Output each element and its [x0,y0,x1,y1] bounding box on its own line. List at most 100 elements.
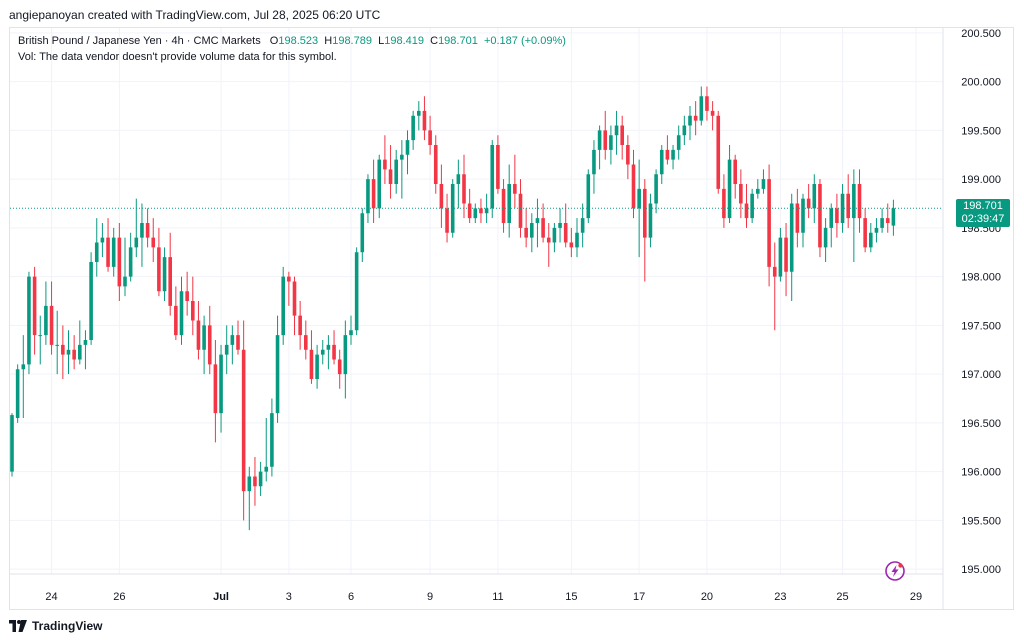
candle-body [716,115,721,189]
candle-body [422,110,427,131]
candle-body [191,301,195,321]
candle-body [518,193,523,228]
candle-body [264,466,269,472]
candle-body [140,223,144,238]
y-tick-label: 196.000 [961,467,1001,479]
candle-body [761,179,766,189]
candle-body [179,291,184,336]
close-label: C [430,35,439,47]
candle-body [106,237,110,267]
y-tick-label: 199.000 [961,174,1001,186]
candle-body [72,349,76,360]
candle-body [202,325,206,350]
candle-body [196,320,201,350]
candle-body [213,364,218,414]
tradingview-logo-icon [9,620,27,632]
candle-body [32,276,37,336]
high-value: 198.789 [332,35,372,47]
candle-body [586,174,591,219]
candle-body [648,203,653,238]
candle-body [484,208,489,214]
x-tick-label: 11 [492,591,503,603]
x-tick-label: Jul [213,591,229,603]
candle-body [145,223,150,238]
candle-body [168,257,172,306]
candle-body [236,335,240,350]
candle-body [207,325,212,365]
y-tick-label: 197.500 [961,320,1001,332]
candle-body [405,140,410,155]
candle-body [671,149,675,160]
x-tick-label: 20 [701,591,713,603]
high-label: H [324,35,333,47]
candlestick-chart[interactable]: 195.000 195.500 196.000 196.500 197.000 197.5… [10,28,1014,610]
chart-legend: British Pound / Japanese Yen · 4h · CMC … [18,33,566,65]
candle-body [111,237,116,267]
candle-body [332,344,336,360]
y-tick-label: 196.500 [961,418,1001,430]
candle-body [823,227,828,248]
flash-icon[interactable] [884,560,906,582]
candle-body [428,130,432,145]
candle-body [123,276,127,287]
candle-body [320,349,325,355]
candle-body [541,218,545,238]
candle-body [247,476,252,492]
candle-body [852,184,856,219]
change-value: +0.187 (+0.09%) [483,35,566,47]
candle-body [366,179,370,214]
candle-body [219,354,223,414]
candle-body [337,359,342,375]
candle-body [806,198,811,209]
candle-body [626,145,630,165]
x-tick-label: 9 [427,591,433,603]
candle-body [631,164,636,209]
candle-body [49,305,54,345]
candle-body [546,237,551,243]
candle-body [371,179,376,209]
chart-credit: angiepanoyan created with TradingView.co… [9,8,381,22]
candle-body [840,193,845,223]
candle-body [134,237,139,248]
x-tick-label: 15 [565,591,577,603]
candle-body [417,110,421,116]
candle-body [563,223,568,243]
candle-body [343,335,348,375]
candle-body [15,369,20,418]
candle-body [44,305,48,336]
candle-body [230,335,235,345]
candle-body [21,364,26,370]
candle-body [693,115,698,121]
volume-note: Vol: The data vendor doesn't provide vol… [18,51,337,63]
candle-body [309,349,314,379]
x-tick-label: 23 [774,591,786,603]
candle-body [739,184,743,204]
candle-body [513,184,517,194]
footer-brand[interactable]: TradingView [9,619,102,633]
y-tick-label: 200.000 [961,77,1001,89]
y-tick-label: 198.000 [961,272,1001,284]
candle-body [501,188,506,223]
candle-body [869,232,873,248]
candle-body [78,344,82,360]
candle-body [349,330,353,336]
x-tick-label: 26 [113,591,125,603]
candle-body [496,145,500,189]
candle-body [394,159,398,184]
candle-body [473,208,478,219]
candle-body [789,203,794,272]
candle-body [558,223,562,228]
open-label: O [269,35,279,47]
candle-body [151,237,156,248]
candle-body [620,125,624,145]
candle-body [354,252,359,331]
symbol-title: British Pound / Japanese Yen · 4h · CMC … [18,35,261,47]
candle-body [637,188,641,209]
candle-body [270,413,274,467]
candle-body [360,213,365,253]
candle-body [705,96,709,111]
candle-body [55,344,59,346]
y-tick-label: 195.500 [961,515,1001,527]
candle-body [552,227,557,243]
candle-body [863,218,867,248]
